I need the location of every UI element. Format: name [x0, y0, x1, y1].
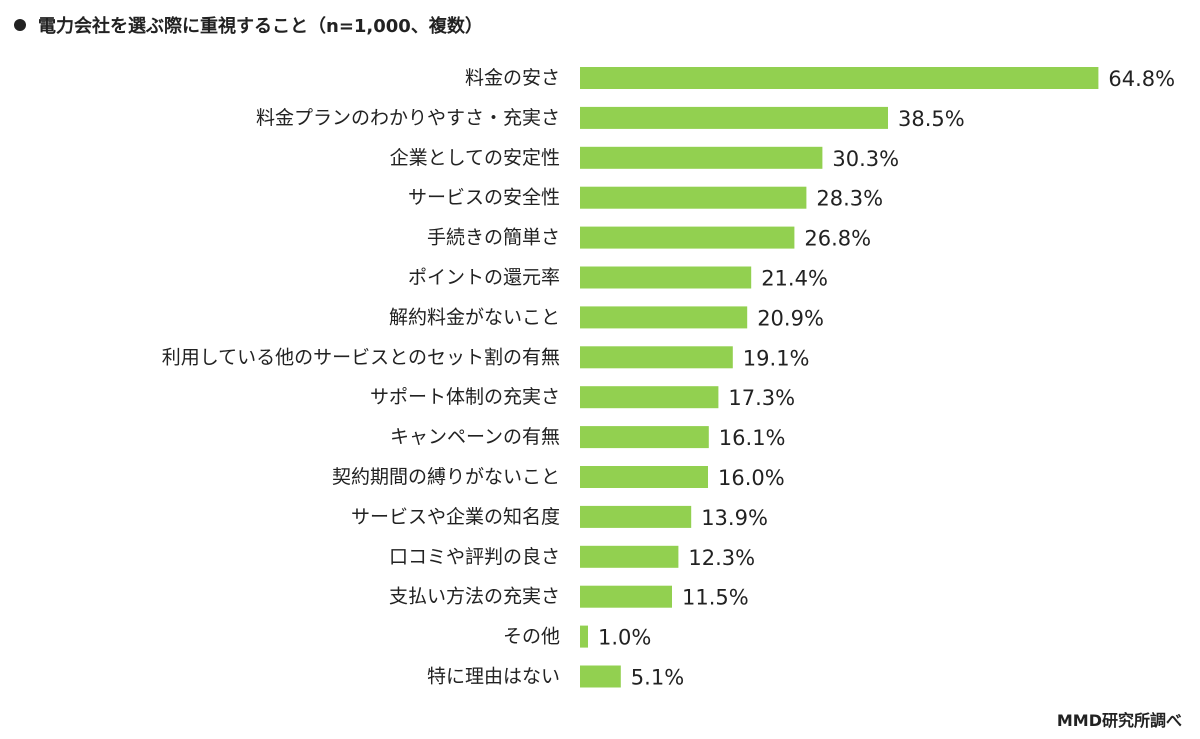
value-label: 12.3% [688, 546, 755, 570]
value-label: 16.0% [718, 466, 785, 490]
category-label: サービスや企業の知名度 [351, 506, 560, 528]
value-label: 20.9% [757, 306, 824, 330]
source-note: MMD研究所調べ [1056, 711, 1182, 730]
chart-title: 電力会社を選ぶ際に重視すること（n=1,000、複数） [14, 12, 483, 38]
category-label: 料金の安さ [465, 67, 560, 89]
bar [580, 665, 621, 688]
category-label: 解約料金がないこと [389, 306, 560, 328]
value-label: 21.4% [761, 267, 828, 291]
category-label: サポート体制の充実さ [370, 386, 560, 408]
category-label: サービスの安全性 [408, 187, 560, 209]
bar [580, 186, 807, 209]
bar [580, 426, 709, 449]
value-label: 1.0% [598, 626, 651, 650]
category-label: 契約期間の縛りがないこと [332, 466, 560, 488]
bar [580, 226, 795, 249]
value-label: 64.8% [1108, 67, 1175, 91]
bar [580, 266, 752, 289]
bar [580, 625, 588, 648]
category-label: 利用している他のサービスとのセット割の有無 [162, 346, 560, 368]
category-label: 企業としての安定性 [390, 147, 560, 169]
chart-title-text: 電力会社を選ぶ際に重視すること（n=1,000、複数） [38, 16, 483, 37]
value-label: 13.9% [701, 506, 768, 530]
bar [580, 505, 692, 528]
bar [580, 585, 672, 608]
category-label: 料金プランのわかりやすさ・充実さ [256, 107, 560, 129]
bullet-icon [14, 19, 26, 31]
category-label: 口コミや評判の良さ [389, 546, 560, 568]
bar [580, 545, 679, 568]
category-label: 特に理由はない [427, 666, 560, 688]
category-label: 支払い方法の充実さ [389, 586, 560, 608]
value-label: 38.5% [898, 107, 965, 131]
value-label: 26.8% [804, 227, 871, 251]
bar [580, 386, 719, 409]
value-label: 16.1% [719, 426, 786, 450]
value-label: 19.1% [743, 346, 810, 370]
category-label: 手続きの簡単さ [427, 227, 560, 249]
value-label: 5.1% [631, 666, 684, 690]
value-label: 11.5% [682, 586, 749, 610]
bar [580, 306, 748, 329]
value-label: 30.3% [832, 147, 899, 171]
bar [580, 146, 823, 169]
value-label: 17.3% [728, 386, 795, 410]
value-label: 28.3% [816, 187, 883, 211]
category-label: ポイントの還元率 [408, 267, 560, 289]
bar [580, 67, 1099, 89]
category-label: その他 [503, 626, 560, 648]
bar [580, 346, 733, 369]
category-label: キャンペーンの有無 [390, 426, 560, 448]
bar [580, 106, 888, 129]
bar [580, 466, 708, 488]
